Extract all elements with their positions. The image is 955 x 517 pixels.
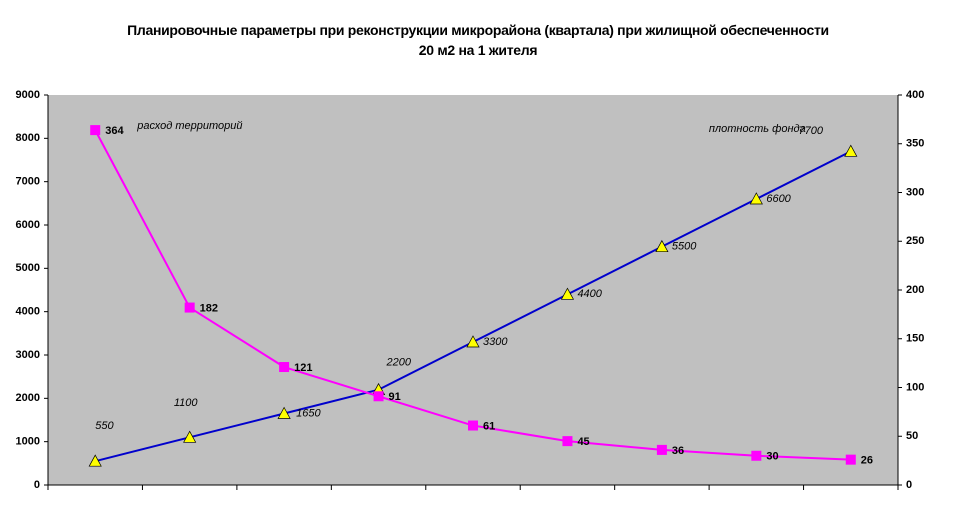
marker: [468, 420, 478, 431]
y-tick-label: 1000: [16, 436, 40, 448]
y2-tick-label: 350: [906, 138, 924, 150]
marker: [844, 144, 858, 157]
data-label: 121: [294, 362, 312, 374]
data-label: 26: [861, 455, 873, 467]
y2-tick-label: 100: [906, 381, 924, 393]
marker: [373, 391, 384, 402]
marker: [184, 302, 195, 313]
data-label: 36: [672, 445, 684, 457]
data-label: 61: [483, 420, 495, 432]
data-label: 364: [105, 125, 124, 137]
y-tick-label: 8000: [16, 132, 40, 144]
y2-tick-label: 400: [906, 89, 924, 101]
y2-tick-label: 300: [906, 186, 924, 198]
marker: [655, 239, 669, 253]
data-label: 6600: [766, 193, 791, 205]
y-tick-label: 7000: [16, 176, 40, 188]
y-tick-label: 3000: [16, 349, 40, 361]
marker: [751, 450, 762, 461]
data-label: 7700: [799, 125, 824, 137]
y-tick-label: 9000: [16, 89, 40, 101]
data-label: 1650: [296, 407, 321, 419]
y2-tick-label: 200: [906, 284, 924, 296]
y2-tick-label: 0: [906, 479, 912, 491]
y-tick-label: 4000: [16, 306, 40, 318]
y-tick-label: 6000: [16, 219, 40, 231]
marker: [562, 436, 573, 447]
marker: [88, 454, 102, 467]
y2-tick-label: 50: [906, 430, 918, 442]
marker: [279, 362, 290, 373]
marker: [749, 192, 763, 205]
y-tick-label: 5000: [16, 262, 40, 274]
data-label: 30: [766, 451, 778, 463]
y-tick-label: 0: [34, 479, 40, 491]
data-label: 91: [389, 391, 401, 403]
marker: [845, 454, 856, 465]
marker: [277, 406, 291, 419]
data-label: 5500: [672, 241, 697, 253]
data-label: 2200: [386, 357, 412, 369]
marker: [656, 444, 667, 455]
data-label: 1100: [174, 397, 199, 409]
y2-tick-label: 150: [906, 333, 924, 345]
series-label: расход территорий: [136, 120, 242, 132]
marker: [466, 335, 480, 348]
y2-tick-label: 250: [906, 235, 924, 247]
data-label: 550: [95, 420, 114, 432]
marker: [90, 125, 101, 136]
marker: [560, 287, 575, 300]
data-label: 45: [577, 436, 589, 448]
chart-title: Планировочные параметры при реконструкци…: [127, 22, 829, 58]
data-label: 4400: [577, 288, 602, 300]
marker: [183, 430, 197, 443]
series-label: плотность фонда: [709, 123, 806, 135]
data-label: 3300: [483, 336, 508, 348]
data-label: 182: [200, 302, 218, 314]
plot-area: [48, 95, 898, 485]
y-tick-label: 2000: [16, 392, 40, 404]
